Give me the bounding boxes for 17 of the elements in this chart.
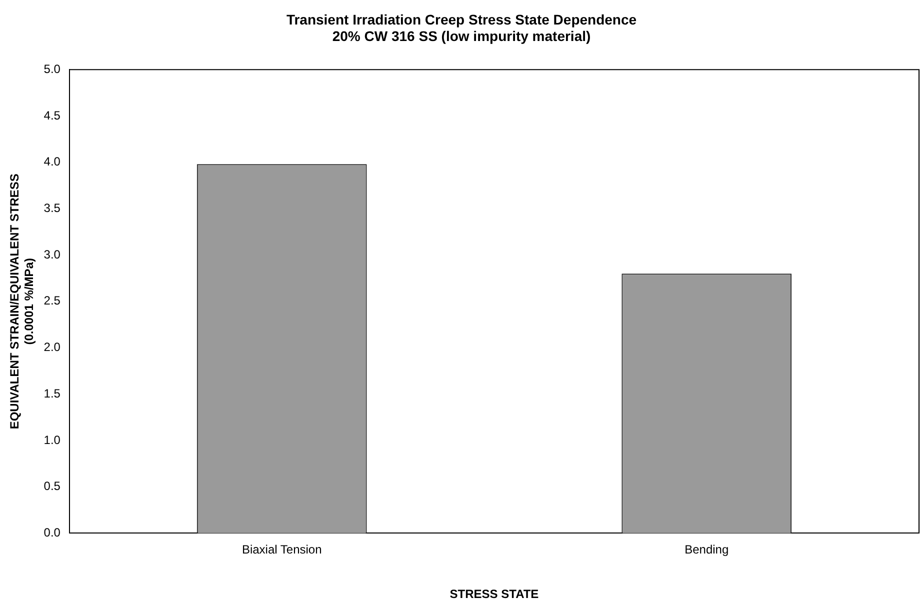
x-tick-label: Bending <box>684 542 729 557</box>
y-axis-title: EQUIVALENT STRAIN/EQUIVALENT STRESS (0.0001 %/MPa) <box>8 174 36 430</box>
chart-title: Transient Irradiation Creep Stress State Dependence <box>286 11 637 28</box>
y-tick-label: 3.0 <box>44 247 61 262</box>
y-tick-label: 1.0 <box>44 432 61 447</box>
y-tick-label: 4.5 <box>44 108 61 122</box>
y-tick-label: 4.0 <box>44 154 61 169</box>
y-tick-label: 2.5 <box>44 294 61 308</box>
x-tick-label: Biaxial Tension <box>242 542 322 557</box>
y-tick-label: 0.5 <box>44 479 61 494</box>
y-tick-label: 3.5 <box>44 200 61 215</box>
chart-subtitle: 20% CW 316 SS (low impurity material) <box>332 28 591 44</box>
y-tick-label: 5.0 <box>44 62 61 76</box>
y-tick-label: 0.0 <box>44 526 61 540</box>
y-tick-label: 2.0 <box>44 340 61 354</box>
y-tick-label: 1.5 <box>44 386 61 400</box>
x-axis-title: STRESS STATE <box>450 587 539 602</box>
